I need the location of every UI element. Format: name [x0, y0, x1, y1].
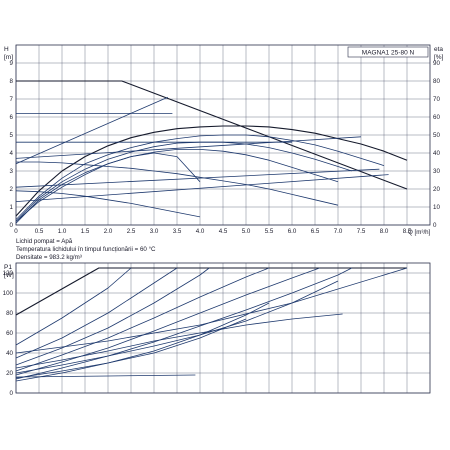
- bottom-series-line-3: [15, 267, 210, 366]
- x-tick-label-12: 6.0: [288, 228, 297, 235]
- p1-tick-label-5: 100: [3, 290, 14, 297]
- bottom-series-line-9: [15, 280, 339, 374]
- top-series-line-4: [15, 136, 362, 159]
- top-series-line-0: [16, 80, 408, 190]
- top-series-line-12: [15, 190, 201, 218]
- bottom-panel: 0 20 40 60 80 100 120 P1 [W]: [3, 262, 431, 397]
- note-density: Densitate = 983.2 kg/m³: [16, 254, 82, 261]
- top-panel: 0 0.5 1.0 1.5 2.0 2.5 3.0 3.5 4.0 4.5 5.0 5.5 6.0 6.5…: [4, 44, 444, 236]
- p1-unit-top: P1: [4, 264, 12, 271]
- bottom-series-line-5: [15, 267, 320, 376]
- top-series-line-3: [15, 96, 168, 165]
- y2-unit-top: eta: [434, 46, 443, 53]
- note-temperature: Temperatura lichidului în timpul funcțio…: [16, 246, 156, 253]
- y-unit-bottom: [m]: [4, 54, 13, 61]
- y-unit-top: H: [4, 46, 9, 53]
- x-tick-label-16: 8.0: [380, 228, 389, 235]
- bottom-series-line-2: [15, 267, 178, 359]
- top-series-line-10: [15, 148, 339, 224]
- y-tick-label-5: 5: [10, 132, 14, 139]
- bottom-series-line-8: [15, 313, 343, 369]
- x-tick-label-13: 6.5: [311, 228, 320, 235]
- y2-tick-label-7: 70: [433, 96, 440, 103]
- bottom-series-line-1: [15, 267, 132, 346]
- y2-tick-label-2: 20: [433, 186, 440, 193]
- p1-tick-label-1: 20: [6, 370, 13, 377]
- x-tick-label-7: 3.5: [173, 228, 182, 235]
- y-tick-label-1: 1: [10, 204, 14, 211]
- x-tick-label-11: 5.5: [265, 228, 274, 235]
- x-tick-label-5: 2.5: [127, 228, 136, 235]
- bottom-y-tick-labels: 0 20 40 60 80 100 120: [3, 270, 14, 397]
- y-tick-label-0: 0: [10, 222, 14, 229]
- model-label-box: [347, 46, 429, 58]
- top-series-line-1: [15, 125, 408, 217]
- p1-tick-label-0: 0: [10, 390, 14, 397]
- y2-tick-label-0: 0: [433, 222, 437, 229]
- bottom-grid: [15, 263, 430, 394]
- y-tick-label-4: 4: [10, 150, 14, 157]
- top-y2-tick-labels: 0 10 20 30 40 50 60 70 80 90: [433, 60, 440, 229]
- note-liquid: Lichid pompat = Apă: [16, 238, 73, 245]
- x-tick-label-1: 0.5: [35, 228, 44, 235]
- bottom-series: [15, 267, 408, 382]
- y2-tick-label-3: 30: [433, 168, 440, 175]
- top-series-line-9: [15, 141, 352, 222]
- y2-unit-bottom: [%]: [434, 54, 444, 61]
- y2-tick-label-8: 80: [433, 78, 440, 85]
- p1-tick-label-4: 80: [6, 310, 13, 317]
- top-series-line-7: [15, 174, 389, 202]
- y2-tick-label-6: 60: [433, 114, 440, 121]
- p1-unit-bottom: [W]: [4, 272, 14, 279]
- x-unit-label: Q [m³/h]: [408, 229, 431, 236]
- x-tick-label-0: 0: [14, 228, 18, 235]
- y2-tick-label-5: 50: [433, 132, 440, 139]
- model-label: MAGNA1 25-80 N: [362, 50, 415, 57]
- y2-tick-label-4: 40: [433, 150, 440, 157]
- x-tick-label-10: 5.0: [242, 228, 251, 235]
- x-tick-label-3: 1.5: [81, 228, 90, 235]
- y2-tick-label-9: 90: [433, 60, 440, 67]
- y-tick-label-6: 6: [10, 114, 14, 121]
- bottom-series-line-12: [15, 374, 196, 378]
- bottom-series-line-7: [15, 267, 408, 354]
- top-series-line-6: [15, 168, 380, 188]
- x-tick-label-8: 4.0: [196, 228, 205, 235]
- x-tick-label-6: 3.0: [150, 228, 159, 235]
- top-y-tick-labels: 0 1 2 3 4 5 6 7 8 9: [10, 60, 14, 229]
- bottom-series-line-11: [15, 302, 270, 382]
- y-tick-label-9: 9: [10, 60, 14, 67]
- x-tick-label-9: 4.5: [219, 228, 228, 235]
- p1-tick-label-3: 60: [6, 330, 13, 337]
- top-series-line-8: [15, 134, 385, 220]
- top-series-line-11: [16, 161, 339, 206]
- y-tick-label-2: 2: [10, 186, 14, 193]
- bottom-series-line-0: [15, 267, 407, 316]
- y-tick-label-8: 8: [10, 78, 14, 85]
- x-tick-label-17: 8.5: [403, 228, 412, 235]
- x-tick-label-2: 1.0: [58, 228, 67, 235]
- x-tick-label-14: 7.0: [334, 228, 343, 235]
- x-tick-label-4: 2.0: [104, 228, 113, 235]
- bottom-series-line-10: [15, 318, 247, 379]
- top-x-tick-labels: 0 0.5 1.0 1.5 2.0 2.5 3.0 3.5 4.0 4.5 5.0 5.5 6.0 6.5…: [14, 228, 412, 235]
- top-series: [15, 80, 408, 224]
- fluid-notes: Lichid pompat = Apă Temperatura lichidul…: [16, 238, 156, 261]
- y-tick-label-3: 3: [10, 168, 14, 175]
- y2-tick-label-1: 10: [433, 204, 440, 211]
- bottom-series-line-6: [15, 267, 352, 380]
- y-tick-label-7: 7: [10, 96, 14, 103]
- p1-tick-label-2: 40: [6, 350, 13, 357]
- bottom-series-line-4: [15, 267, 270, 372]
- top-series-line-13: [15, 152, 201, 222]
- p1-tick-label-6: 120: [3, 270, 14, 277]
- x-tick-label-15: 7.5: [357, 228, 366, 235]
